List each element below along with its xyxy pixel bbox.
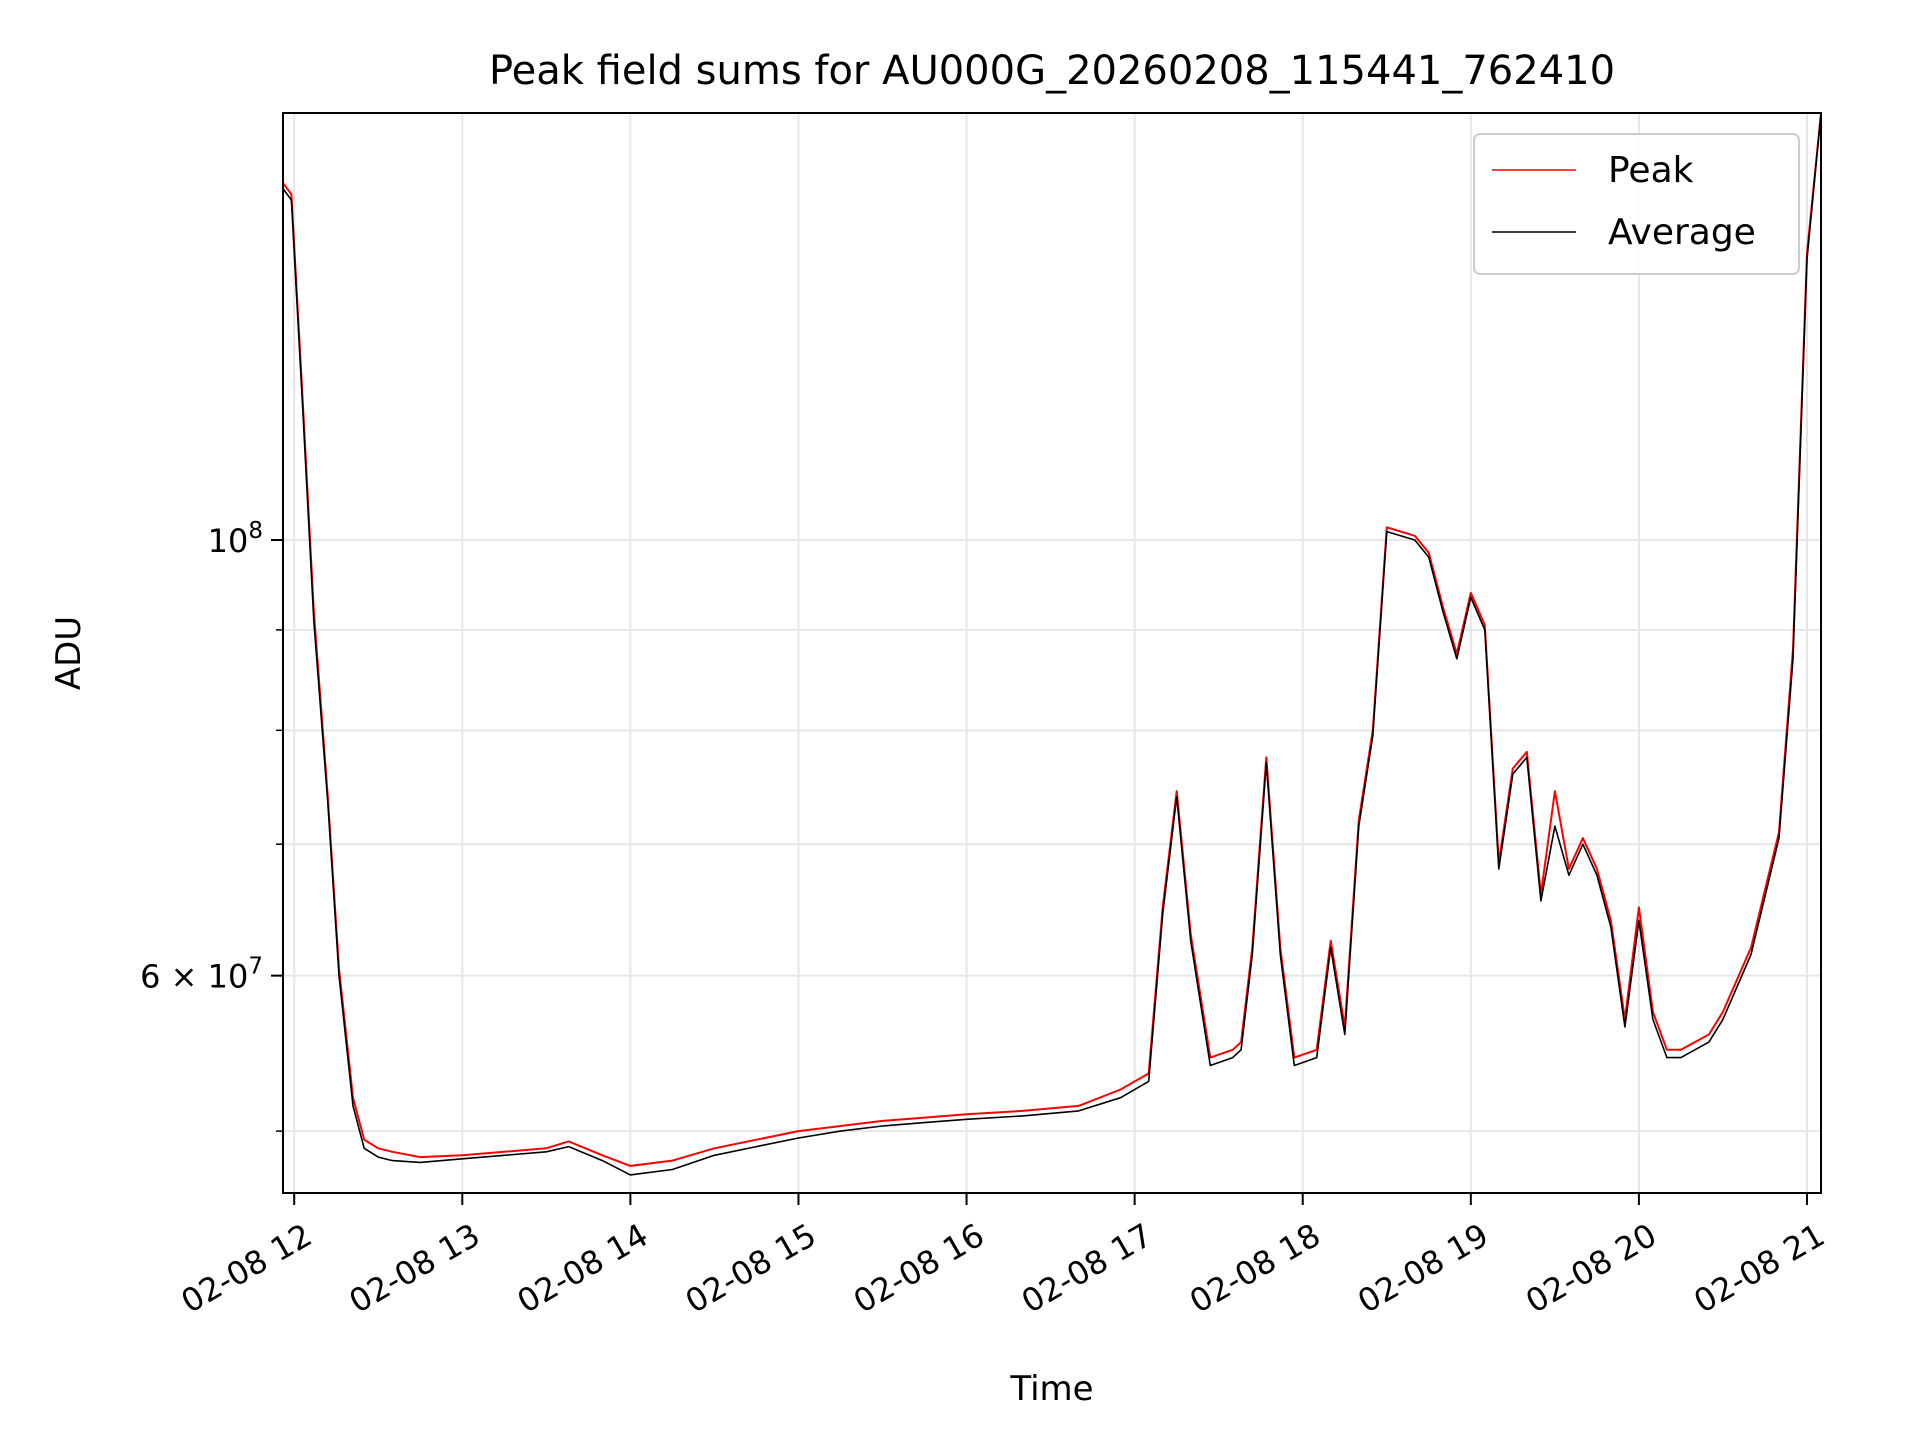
x-axis-label: Time xyxy=(1009,1369,1093,1409)
x-tick-label: 02-08 18 xyxy=(1183,1216,1327,1321)
series-line-peak xyxy=(282,112,1822,1167)
legend-box xyxy=(1473,133,1800,275)
x-tick-label: 02-08 13 xyxy=(343,1216,487,1321)
x-tick-label: 02-08 19 xyxy=(1351,1216,1495,1321)
y-tick-exponent: 8 xyxy=(248,518,263,544)
y-tick-label: 6 × 107 xyxy=(140,954,263,996)
y-tick-mantissa: 6 × xyxy=(140,958,208,996)
x-tick-label: 02-08 14 xyxy=(511,1216,655,1321)
y-tick-base: 10 xyxy=(208,958,249,996)
x-tick-label: 02-08 15 xyxy=(679,1216,823,1321)
grid-lines xyxy=(283,113,1821,1193)
y-tick-exponent: 7 xyxy=(248,954,263,980)
plot-frame xyxy=(282,112,1822,1194)
y-tick-label: 108 xyxy=(208,518,263,560)
legend-label-peak: Peak xyxy=(1608,150,1694,191)
x-tick-label: 02-08 12 xyxy=(175,1216,319,1321)
x-tick-label: 02-08 17 xyxy=(1015,1216,1159,1321)
series-line-average xyxy=(282,112,1822,1176)
y-tick-base: 10 xyxy=(208,522,249,560)
y-axis-label: ADU xyxy=(49,616,89,690)
x-tick-label: 02-08 16 xyxy=(847,1216,991,1321)
x-tick-label: 02-08 20 xyxy=(1519,1216,1663,1321)
series-lines xyxy=(282,112,1822,1176)
legend-label-average: Average xyxy=(1608,212,1756,253)
x-axis-ticks: 02-08 12 02-08 13 02-08 14 02-08 15 02-08 16… xyxy=(175,1193,1831,1321)
x-tick-label: 02-08 21 xyxy=(1687,1216,1831,1321)
legend: Peak Average xyxy=(1473,133,1800,275)
chart-title: Peak field sums for AU000G_20260208_1154… xyxy=(489,48,1615,94)
